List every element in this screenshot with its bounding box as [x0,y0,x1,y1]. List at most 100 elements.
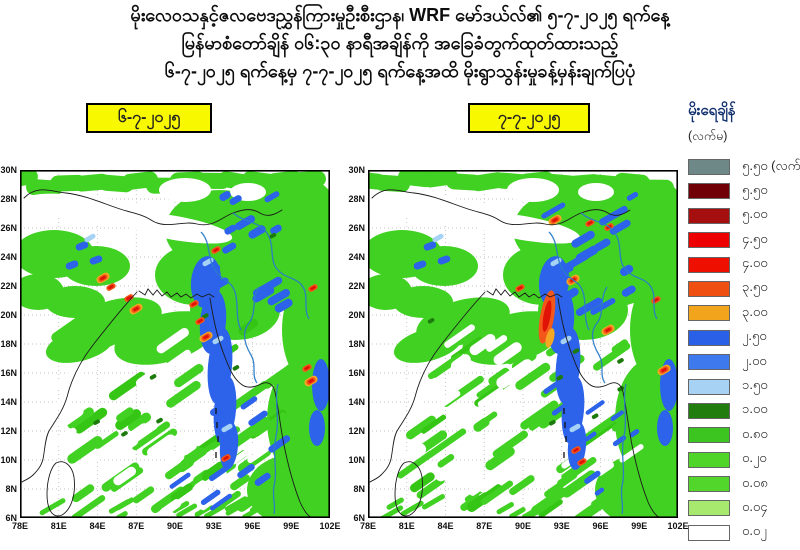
legend-value-label: ၂.၅၀ [742,328,767,344]
lat-tick-label: 26N [348,223,365,233]
lat-tick-label: 14N [0,397,17,407]
legend-row: ၂.၀၀ [688,352,800,371]
lat-tick-label: 12N [348,426,365,436]
lat-tick-label: 10N [348,455,365,465]
rainfall-map-right: 30N 28N 26N 24N 22N 20N 18N 16N 14N 12N 10N 8N 6N 78E… [343,165,688,544]
legend-value-label: ၀.၀၈ [742,474,768,490]
legend-value-label: ၅.၅၀ [742,181,768,197]
legend-color-swatch [688,378,730,395]
legend-row: ၂.၅၀ [688,328,800,346]
legend-row: ၁.၅၀ [688,377,800,395]
lon-tick-label: 84E [437,521,454,531]
lon-tick-label: 99E [283,521,300,531]
lon-tick-label: 84E [89,521,106,531]
legend-row: ၀.၀၈ [688,474,800,493]
title-line-1: မိုးလေဝသနှင့်ဇလဗေဒညွှန်ကြားမှုဦးစီးဌာန၊ … [130,5,670,25]
legend-value-label: ၃.၅၀ [742,279,768,295]
lon-tick-label: 102E [319,521,341,531]
legend-color-swatch [688,354,730,371]
legend-row: ၅.၅၀ (လက်မ [688,157,800,175]
lat-tick-label: 16N [0,368,17,378]
legend-color-swatch [688,500,730,517]
legend-color-swatch [688,402,730,419]
lat-tick-label: 22N [0,281,17,291]
lon-tick-label: 96E [592,521,609,531]
lon-tick-label: 90E [514,521,531,531]
lat-tick-label: 8N [353,484,365,494]
rainfall-map-left: 30N 28N 26N 24N 22N 20N 18N 16N 14N 12N 10N 8N 6N 78E… [0,165,340,544]
legend-color-swatch [688,159,730,175]
legend-value-label: ၅.၀၀ [742,206,768,222]
legend-row: ၄.၀၀ [688,255,800,273]
legend-value-label: ၀.၈၀ [742,425,768,441]
lon-tick-label: 90E [166,521,183,531]
lon-tick-label: 78E [11,521,28,531]
legend-color-swatch [688,305,730,322]
legend-row: ၀.၀၄ [688,498,800,517]
legend-color-swatch [688,183,730,200]
legend-color-swatch [688,524,730,541]
legend-color-swatch [688,280,730,297]
lat-tick-label: 18N [0,339,17,349]
title-line-2: မြန်မာစံတော်ချိန် ဝ၆:၃၀ နာရီအချိန်ကို အခ… [181,33,619,53]
lon-tick-label: 81E [398,521,415,531]
lat-tick-label: 10N [0,455,17,465]
lat-tick-label: 22N [348,281,365,291]
lon-tick-label: 93E [553,521,570,531]
legend-color-swatch [688,476,730,493]
lon-tick-label: 96E [244,521,261,531]
lat-tick-label: 24N [0,252,17,262]
lat-tick-label: 20N [348,310,365,320]
lon-tick-label: 81E [50,521,67,531]
legend-entries: ၅.၅၀ (လက်မ၅.၅၀၅.၀၀၄.၅၀၄.၀၀၃.၅၀၃.၀၀၂.၅၀၂.… [688,157,800,541]
legend-value-label: ၂.၀၀ [742,352,767,368]
legend-color-swatch [688,232,730,249]
lat-tick-label: 8N [5,484,17,494]
rainfall-legend: မိုးရေချိန် (လက်မ) ၅.၅၀ (လက်မ၅.၅၀၅.၀၀၄.၅… [688,101,800,549]
legend-color-swatch [688,427,730,444]
legend-value-label: ၅.၅၀ (လက်မ [742,157,800,173]
lon-tick-label: 78E [359,521,376,531]
legend-value-label: ၀.၀၄ [742,498,768,514]
lat-tick-label: 14N [348,397,365,407]
lon-tick-label: 93E [205,521,222,531]
legend-value-label: ၀.၂၀ [742,450,767,466]
lat-tick-label: 30N [0,165,17,175]
legend-color-swatch [688,256,730,273]
legend-row: ၅.၅၀ [688,181,800,200]
lat-tick-label: 28N [348,194,365,204]
legend-row: ၅.၀၀ [688,206,800,224]
lat-tick-label: 6N [5,513,17,523]
date-badge-left: ၆-၇-၂၀၂၅ [86,103,212,133]
legend-color-swatch [688,207,730,224]
date-badge-right: ၇-၇-၂၀၂၅ [468,103,590,133]
lon-tick-label: 87E [476,521,493,531]
legend-value-label: ၁.၀၀ [742,401,768,417]
legend-row: ၃.၅၀ [688,279,800,297]
legend-row: ၄.၅၀ [688,231,800,249]
lat-tick-label: 28N [0,194,17,204]
lon-tick-label: 99E [631,521,648,531]
lat-tick-label: 26N [0,223,17,233]
legend-color-swatch [688,329,730,346]
legend-row: ၀.၂၀ [688,450,800,468]
legend-unit: (လက်မ) [688,129,728,143]
legend-row: ၀.၀၂ [688,523,800,541]
legend-value-label: ၄.၀၀ [742,255,768,271]
legend-row: ၀.၈၀ [688,425,800,444]
title-line-3: ၆-၇-၂၀၂၅ ရက်နေ့မှ ၇-၇-၂၀၂၅ ရက်နေ့အထိ မို… [164,61,636,81]
rainfall-plot [20,170,330,518]
legend-value-label: ၀.၀၂ [742,523,767,539]
rainfall-plot [368,170,678,518]
legend-title: မိုးရေချိန် [688,102,736,119]
lat-tick-label: 16N [348,368,365,378]
lat-tick-label: 6N [353,513,365,523]
lat-tick-label: 18N [348,339,365,349]
legend-row: ၁.၀၀ [688,401,800,419]
lat-tick-label: 20N [0,310,17,320]
page-title: မိုးလေဝသနှင့်ဇလဗေဒညွှန်ကြားမှုဦးစီးဌာန၊ … [0,1,800,85]
lon-tick-label: 87E [128,521,145,531]
lat-tick-label: 30N [348,165,365,175]
lon-tick-label: 102E [667,521,689,531]
legend-value-label: ၁.၅၀ [742,377,768,393]
